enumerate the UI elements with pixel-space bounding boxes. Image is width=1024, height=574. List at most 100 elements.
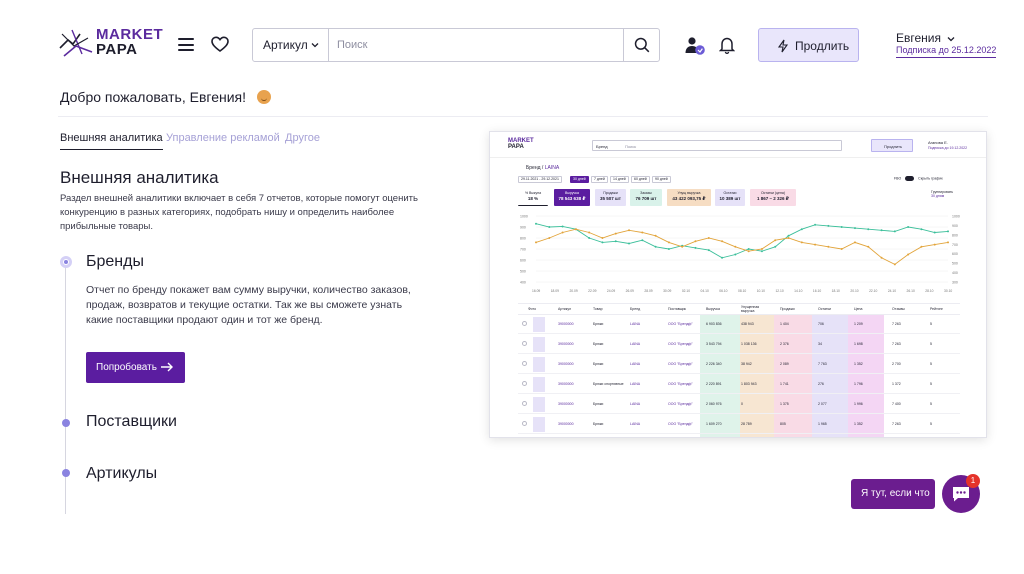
logo[interactable]: MARKET PAPA bbox=[58, 24, 163, 64]
series-orange-point bbox=[628, 229, 631, 232]
step-suppliers-title[interactable]: Поставщики bbox=[86, 413, 177, 430]
preview-cell-reviews: 7 263 bbox=[892, 322, 901, 326]
preview-table-header-cell: Выручка bbox=[706, 307, 720, 311]
series-green-point bbox=[880, 229, 883, 232]
series-green-point bbox=[694, 246, 697, 249]
series-orange-line bbox=[535, 228, 949, 265]
chart-y-tick-left: 500 bbox=[520, 270, 526, 274]
user-subscription-icon[interactable] bbox=[684, 36, 706, 56]
preview-cell-stock: 276 bbox=[818, 382, 824, 386]
chart-x-tick: 30.10 bbox=[944, 289, 952, 293]
search-input[interactable] bbox=[337, 35, 617, 55]
heart-icon[interactable] bbox=[211, 36, 229, 53]
preview-extend-button: Продлить bbox=[871, 139, 913, 152]
preview-cell-art: 39000000 bbox=[558, 362, 574, 366]
series-green-point bbox=[920, 228, 923, 231]
series-green-line bbox=[535, 223, 949, 259]
chart-y-tick-right: 400 bbox=[952, 271, 958, 275]
preview-table-header-cell: Товар bbox=[593, 307, 603, 311]
row-photo bbox=[533, 417, 545, 432]
preview-cell-product: Брюки bbox=[593, 402, 604, 406]
preview-cell-stock: 1 965 bbox=[818, 422, 827, 426]
preview-table-header-cell: Рейтинг bbox=[930, 307, 943, 311]
tab-other[interactable]: Другое bbox=[285, 132, 320, 144]
series-orange-point bbox=[654, 234, 657, 237]
preview-cell-stock: 706 bbox=[818, 322, 824, 326]
preview-cell-lost: 38 942 bbox=[741, 362, 752, 366]
series-green-point bbox=[787, 234, 790, 237]
preview-table-row: 39000000 Брюки LAINA ООО "Брендф" 1 609 270 2… bbox=[518, 415, 960, 434]
series-orange-point bbox=[667, 241, 670, 244]
chat-unread-badge: 1 bbox=[966, 474, 980, 488]
preview-cell-brand: LAINA bbox=[630, 422, 641, 426]
search-button[interactable] bbox=[623, 29, 659, 61]
preview-revenue-col-bg bbox=[700, 315, 740, 437]
chart-x-tick: 06.10 bbox=[719, 289, 727, 293]
preview-period-chip: 14 дней bbox=[610, 176, 629, 183]
chart-x-tick: 18.09 bbox=[551, 289, 559, 293]
preview-cell-rating: 5 bbox=[930, 322, 932, 326]
preview-cell-lost: 0 bbox=[741, 402, 743, 406]
series-green-point bbox=[827, 224, 830, 227]
preview-cell-art: 39000000 bbox=[558, 322, 574, 326]
series-green-point bbox=[561, 225, 564, 228]
series-orange-point bbox=[734, 245, 737, 248]
preview-stock-col-bg bbox=[812, 315, 848, 437]
extend-subscription-button[interactable]: Продлить bbox=[758, 28, 859, 62]
preview-subscription: Подписка до 19.12.2022 bbox=[928, 146, 968, 150]
preview-cell-art: 39000000 bbox=[558, 342, 574, 346]
preview-cell-brand: LAINA bbox=[630, 362, 641, 366]
preview-date-range: 29.11.2021 - 29.12.2021 bbox=[518, 176, 562, 183]
row-radio bbox=[522, 341, 527, 346]
series-green-point bbox=[614, 240, 617, 243]
preview-table-header-cell: Цена bbox=[854, 307, 863, 311]
preview-line-chart: 1000 900 800 700 600 500 400 1000 900 800 700 600 50… bbox=[520, 215, 960, 294]
step-brands-title[interactable]: Бренды bbox=[86, 253, 144, 270]
series-orange-point bbox=[907, 253, 910, 256]
preview-table-row: 39000000 Брюки спортивные LAINA ООО "Брендф… bbox=[518, 375, 960, 394]
preview-cell-price: 1 698 bbox=[854, 342, 863, 346]
chart-y-tick-right: 1000 bbox=[952, 215, 960, 219]
chart-x-tick: 18.10 bbox=[832, 289, 840, 293]
series-orange-point bbox=[721, 240, 724, 243]
chart-x-tick: 28.10 bbox=[925, 289, 933, 293]
chat-label[interactable]: Я тут, если что bbox=[851, 479, 935, 509]
chart-x-tick: 10.10 bbox=[757, 289, 765, 293]
try-button[interactable]: Попробовать bbox=[86, 352, 185, 383]
preview-cell-price: 1 209 bbox=[854, 322, 863, 326]
menu-icon[interactable] bbox=[178, 38, 194, 51]
series-green-point bbox=[774, 245, 777, 248]
preview-period-chip: 30 дней bbox=[570, 176, 589, 183]
series-orange-point bbox=[561, 231, 564, 234]
series-green-point bbox=[814, 223, 817, 226]
preview-cell-brand: LAINA bbox=[630, 322, 641, 326]
chart-x-tick: 30.09 bbox=[663, 289, 671, 293]
subscription-link[interactable]: Подписка до 25.12.2022 bbox=[896, 45, 997, 58]
step-dot-active bbox=[60, 256, 72, 268]
preview-table-header: Фото Артикул Товар Бренд Поставщик Выручка Упу… bbox=[518, 303, 960, 315]
user-menu[interactable]: Евгения bbox=[896, 31, 955, 45]
search-category-select[interactable]: Артикул bbox=[253, 29, 329, 61]
chart-x-tick: 22.09 bbox=[588, 289, 596, 293]
tab-external-analytics[interactable]: Внешняя аналитика bbox=[60, 132, 163, 150]
tab-ad-management[interactable]: Управление рекламой bbox=[166, 132, 280, 144]
bell-icon[interactable] bbox=[719, 36, 735, 54]
series-green-point bbox=[601, 241, 604, 244]
smile-emoji-icon bbox=[257, 90, 271, 104]
row-radio bbox=[522, 361, 527, 366]
logo-icon bbox=[59, 29, 93, 57]
series-orange-point bbox=[893, 263, 896, 266]
series-green-point bbox=[867, 228, 870, 231]
series-orange-point bbox=[947, 241, 949, 244]
chart-x-tick: 20.09 bbox=[569, 289, 577, 293]
chart-y-tick-left: 400 bbox=[520, 281, 526, 285]
series-orange-point bbox=[574, 228, 577, 231]
preview-summary-card: Остатки 10 389 шт bbox=[715, 189, 745, 206]
chevron-down-icon bbox=[311, 43, 319, 48]
chart-y-tick-right: 500 bbox=[952, 262, 958, 266]
series-orange-point bbox=[787, 237, 790, 239]
preview-period-chip: 7 дней bbox=[591, 176, 608, 183]
preview-period-chip: 60 дней bbox=[631, 176, 650, 183]
preview-summary-card: Остатки (цена) 1 867 – 2 326 ₽ bbox=[750, 189, 796, 206]
step-articles-title[interactable]: Артикулы bbox=[86, 465, 158, 482]
